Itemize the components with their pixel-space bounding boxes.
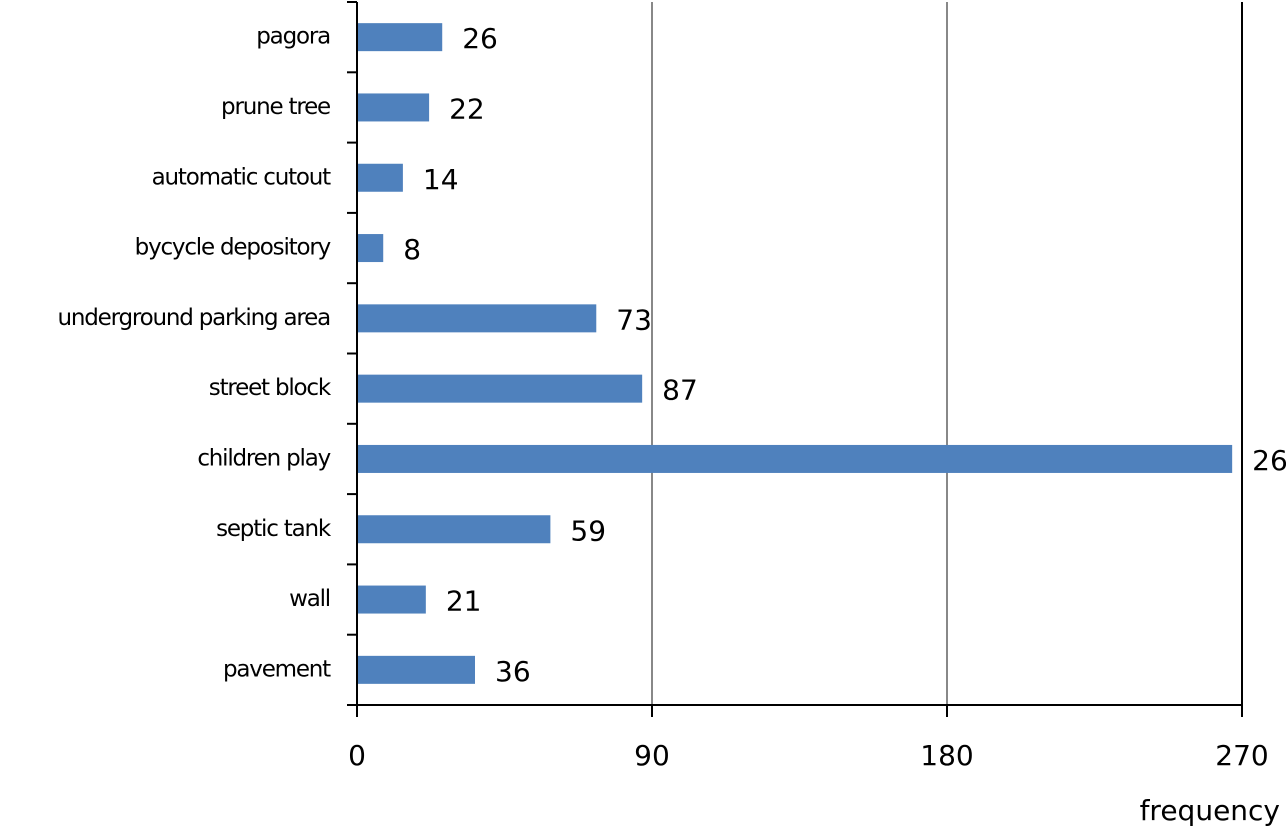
- data-label: 22: [449, 92, 485, 125]
- y-tick-label: pavement: [223, 656, 331, 682]
- x-tick-label: 0: [348, 739, 366, 772]
- y-tick-label: pagora: [256, 24, 330, 50]
- x-tick-label: 270: [1215, 739, 1268, 772]
- bar: [357, 515, 551, 544]
- y-tick-label: underground parking area: [58, 305, 330, 331]
- data-label: 36: [495, 655, 531, 688]
- bar: [357, 655, 475, 684]
- x-tick-label: 90: [634, 739, 670, 772]
- y-tick-label: septic tank: [216, 516, 332, 542]
- bar: [357, 93, 430, 122]
- bar: [357, 234, 384, 263]
- bar: [357, 444, 1233, 473]
- y-tick-label: bycycle depository: [135, 235, 331, 261]
- y-tick-label: wall: [289, 586, 330, 612]
- y-tick-label: street block: [209, 375, 332, 401]
- data-label: 21: [446, 585, 482, 618]
- data-label: 87: [662, 374, 698, 407]
- x-tick-label: 180: [920, 739, 973, 772]
- data-label: 59: [570, 514, 606, 547]
- bar: [357, 163, 403, 192]
- bar: [357, 304, 597, 333]
- data-label: 26: [462, 22, 498, 55]
- data-label: 14: [423, 163, 459, 196]
- y-tick-label: prune tree: [221, 94, 330, 120]
- x-axis-label: frequency: [1140, 794, 1280, 827]
- data-label: 267: [1252, 444, 1286, 477]
- data-label: 73: [616, 303, 652, 336]
- bar: [357, 23, 443, 52]
- bar: [357, 374, 643, 403]
- y-tick-label: automatic cutout: [152, 164, 332, 190]
- bar: [357, 585, 426, 614]
- y-tick-label: children play: [197, 445, 330, 471]
- data-label: 8: [403, 233, 421, 266]
